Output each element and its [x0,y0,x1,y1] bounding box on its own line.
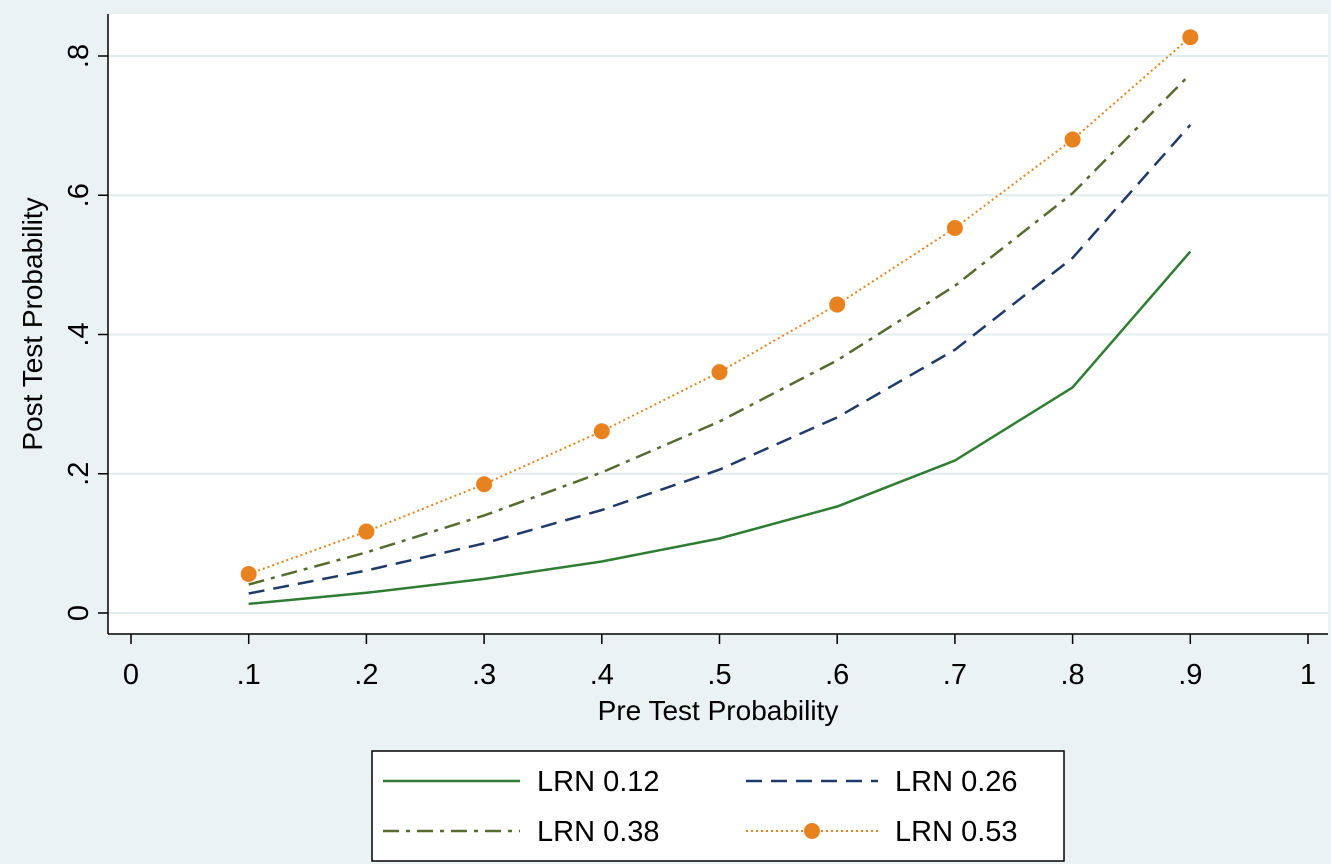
gridlines [108,55,1328,614]
y-tick-label: .8 [63,44,95,68]
legend-label-lrn-0-26: LRN 0.26 [895,766,1018,798]
x-tick-label: 1 [1300,659,1316,691]
y-axis-title: Post Test Probability [17,197,48,450]
legend-label-lrn-0-53: LRN 0.53 [895,816,1018,848]
x-axis-title: Pre Test Probability [598,695,839,726]
data-point-lrn-0-53 [711,364,728,381]
legend-box [371,750,1065,862]
x-tick-label: .3 [472,659,496,691]
x-tick-label: .9 [1178,659,1202,691]
x-tick-label: 0 [123,659,139,691]
legend-marker-lrn-0-53 [804,823,820,839]
y-tick-label: .4 [63,322,95,346]
data-point-lrn-0-53 [358,523,375,540]
legend: LRN 0.12 LRN 0.26 LRN 0.38 LRN 0.53 [371,750,1065,862]
series-line-lrn-0-12 [248,250,1192,606]
series-line-lrn-0-26 [248,124,1192,595]
y-tick-label: .6 [63,183,95,207]
legend-label-lrn-0-38: LRN 0.38 [537,816,660,848]
data-point-lrn-0-53 [476,476,493,493]
data-point-lrn-0-53 [1064,131,1081,148]
y-tick-label: 0 [63,605,95,621]
series-layer [240,29,1199,606]
x-tick-label: .4 [590,659,614,691]
y-tick-label: .2 [63,462,95,486]
data-point-lrn-0-53 [946,219,963,236]
axes: 0 .2 .4 .6 .8 0 .1 .2 .3 .4 .5 .6 .7 .8 .9 1 [63,14,1328,691]
x-tick-label: .6 [825,659,849,691]
x-tick-label: .1 [237,659,261,691]
x-tick-label: .8 [1061,659,1085,691]
data-point-lrn-0-53 [240,566,257,583]
data-point-lrn-0-53 [593,423,610,440]
data-point-lrn-0-53 [829,296,846,313]
x-tick-label: .2 [354,659,378,691]
data-point-lrn-0-53 [1182,29,1199,46]
legend-label-lrn-0-12: LRN 0.12 [537,766,660,798]
x-tick-label: .5 [707,659,731,691]
x-tick-label: .7 [943,659,967,691]
plot-area [108,14,1328,634]
